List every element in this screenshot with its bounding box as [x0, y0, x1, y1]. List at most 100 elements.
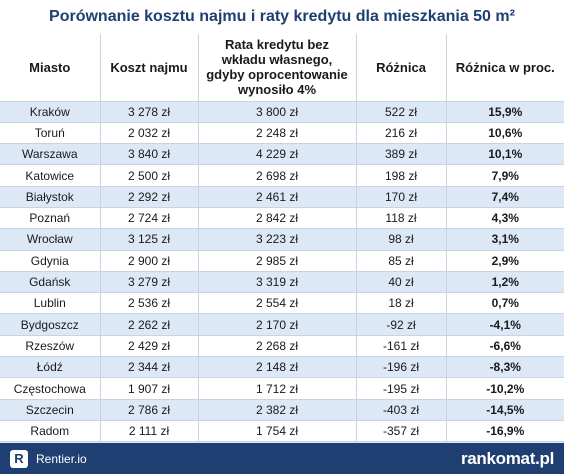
rent-cost-cell: 2 724 zł — [100, 207, 199, 230]
column-header-rent-cost: Koszt najmu — [100, 34, 199, 102]
table-row: Warszawa 3 840 zł 4 229 zł 389 zł 10,1% — [0, 143, 564, 166]
city-cell: Kraków — [0, 101, 101, 123]
table-row: Łódź 2 344 zł 2 148 zł -196 zł -8,3% — [0, 356, 564, 379]
column-header-loan-installment: Rata kredytu bez wkładu własnego, gdyby … — [198, 34, 357, 102]
difference-percent-cell: 3,1% — [446, 228, 564, 251]
rent-cost-cell: 3 279 zł — [100, 271, 199, 294]
rent-cost-cell: 2 344 zł — [100, 356, 199, 379]
difference-percent-cell: 10,1% — [446, 143, 564, 166]
rent-cost-cell: 2 500 zł — [100, 164, 199, 187]
rent-cost-cell: 2 032 zł — [100, 122, 199, 145]
city-cell: Gdynia — [0, 250, 101, 272]
rent-cost-cell: 3 840 zł — [100, 143, 199, 166]
difference-percent-cell: 1,2% — [446, 271, 564, 294]
difference-percent-cell: 10,6% — [446, 122, 564, 145]
city-cell: Wrocław — [0, 228, 101, 251]
table-row: Gdynia 2 900 zł 2 985 zł 85 zł 2,9% — [0, 250, 564, 272]
city-cell: Lublin — [0, 292, 101, 315]
difference-percent-cell: 7,9% — [446, 164, 564, 187]
difference-percent-cell: 7,4% — [446, 186, 564, 208]
city-cell: Gdańsk — [0, 271, 101, 294]
city-cell: Częstochowa — [0, 377, 101, 400]
table-row: Katowice 2 500 zł 2 698 zł 198 zł 7,9% — [0, 164, 564, 187]
loan-installment-cell: 4 229 zł — [198, 143, 357, 166]
difference-cell: 85 zł — [356, 250, 447, 272]
difference-cell: 216 zł — [356, 122, 447, 145]
loan-installment-cell: 2 985 zł — [198, 250, 357, 272]
table-row: Rzeszów 2 429 zł 2 268 zł -161 zł -6,6% — [0, 335, 564, 358]
footer-bar: R Rentier.io rankomat.pl — [0, 443, 564, 474]
table-row: Lublin 2 536 zł 2 554 zł 18 zł 0,7% — [0, 292, 564, 315]
difference-percent-cell: -6,6% — [446, 335, 564, 358]
table-row: Częstochowa 1 907 zł 1 712 zł -195 zł -10,2% — [0, 377, 564, 400]
rent-cost-cell: 2 111 zł — [100, 420, 199, 443]
city-cell: Katowice — [0, 164, 101, 187]
difference-cell: -403 zł — [356, 399, 447, 421]
rent-cost-cell: 2 900 zł — [100, 250, 199, 272]
city-cell: Szczecin — [0, 399, 101, 421]
difference-percent-cell: -4,1% — [446, 313, 564, 336]
difference-cell: -92 zł — [356, 313, 447, 336]
rent-cost-cell: 3 278 zł — [100, 101, 199, 123]
page-title: Porównanie kosztu najmu i raty kredytu d… — [49, 8, 515, 25]
table-row: Poznań 2 724 zł 2 842 zł 118 zł 4,3% — [0, 207, 564, 230]
loan-installment-cell: 3 800 zł — [198, 101, 357, 123]
difference-percent-cell: -14,5% — [446, 399, 564, 421]
rent-cost-cell: 1 907 zł — [100, 377, 199, 400]
rentier-logo-icon: R — [10, 449, 28, 468]
loan-installment-cell: 2 382 zł — [198, 399, 357, 421]
column-header-difference-percent: Różnica w proc. — [446, 34, 564, 102]
table-row: Gdańsk 3 279 zł 3 319 zł 40 zł 1,2% — [0, 271, 564, 294]
city-cell: Warszawa — [0, 143, 101, 166]
loan-installment-cell: 1 754 zł — [198, 420, 357, 443]
rent-cost-cell: 2 292 zł — [100, 186, 199, 208]
table-row: Radom 2 111 zł 1 754 zł -357 zł -16,9% — [0, 420, 564, 443]
loan-installment-cell: 3 319 zł — [198, 271, 357, 294]
city-cell: Radom — [0, 420, 101, 443]
difference-cell: 389 zł — [356, 143, 447, 166]
difference-cell: 98 zł — [356, 228, 447, 251]
rent-cost-cell: 2 786 zł — [100, 399, 199, 421]
rent-cost-cell: 2 262 zł — [100, 313, 199, 336]
loan-installment-cell: 2 170 zł — [198, 313, 357, 336]
difference-cell: 18 zł — [356, 292, 447, 315]
loan-installment-cell: 2 148 zł — [198, 356, 357, 379]
table-body: Kraków 3 278 zł 3 800 zł 522 zł 15,9% Toruń 2 … — [0, 101, 564, 464]
rent-cost-cell: 2 429 zł — [100, 335, 199, 358]
difference-cell: -357 zł — [356, 420, 447, 443]
loan-installment-cell: 2 554 zł — [198, 292, 357, 315]
difference-cell: -196 zł — [356, 356, 447, 379]
difference-percent-cell: -16,9% — [446, 420, 564, 443]
city-cell: Bydgoszcz — [0, 313, 101, 336]
loan-installment-cell: 2 842 zł — [198, 207, 357, 230]
rentier-brand-text: Rentier.io — [36, 451, 87, 466]
difference-cell: 170 zł — [356, 186, 447, 208]
column-header-city: Miasto — [0, 34, 101, 102]
table-row: Toruń 2 032 zł 2 248 zł 216 zł 10,6% — [0, 122, 564, 145]
city-cell: Rzeszów — [0, 335, 101, 358]
difference-cell: 198 zł — [356, 164, 447, 187]
table-row: Białystok 2 292 zł 2 461 zł 170 zł 7,4% — [0, 186, 564, 208]
city-cell: Łódź — [0, 356, 101, 379]
comparison-table: Miasto Koszt najmu Rata kredytu bez wkła… — [0, 34, 564, 464]
loan-installment-cell: 1 712 zł — [198, 377, 357, 400]
difference-cell: 118 zł — [356, 207, 447, 230]
city-cell: Białystok — [0, 186, 101, 208]
difference-cell: 40 zł — [356, 271, 447, 294]
loan-installment-cell: 2 248 zł — [198, 122, 357, 145]
difference-percent-cell: -10,2% — [446, 377, 564, 400]
loan-installment-cell: 3 223 zł — [198, 228, 357, 251]
city-cell: Poznań — [0, 207, 101, 230]
table-row: Bydgoszcz 2 262 zł 2 170 zł -92 zł -4,1% — [0, 313, 564, 336]
difference-cell: -195 zł — [356, 377, 447, 400]
rentier-brand: R Rentier.io — [10, 449, 87, 468]
rankomat-logo: rankomat.pl — [460, 448, 554, 468]
difference-percent-cell: 4,3% — [446, 207, 564, 230]
difference-percent-cell: 2,9% — [446, 250, 564, 272]
difference-percent-cell: 0,7% — [446, 292, 564, 315]
rent-cost-cell: 2 536 zł — [100, 292, 199, 315]
table-row: Szczecin 2 786 zł 2 382 zł -403 zł -14,5% — [0, 399, 564, 421]
difference-percent-cell: -8,3% — [446, 356, 564, 379]
city-cell: Toruń — [0, 122, 101, 145]
table-row: Wrocław 3 125 zł 3 223 zł 98 zł 3,1% — [0, 228, 564, 251]
